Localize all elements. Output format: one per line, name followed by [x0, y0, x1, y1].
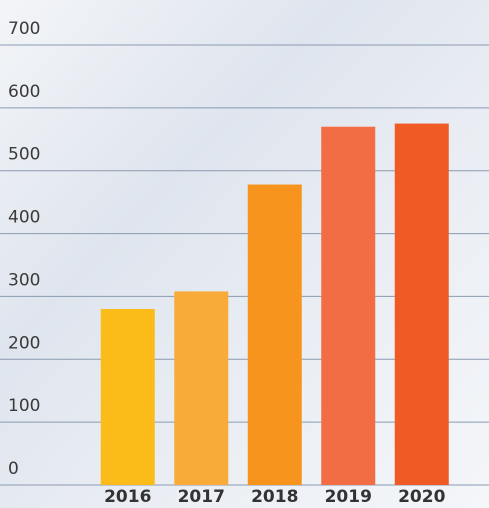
bar	[100, 309, 155, 485]
y-tick-label: 500	[8, 145, 40, 165]
bar	[394, 123, 449, 486]
y-tick-label: 600	[8, 82, 40, 102]
y-tick-label: 700	[8, 19, 40, 39]
y-tick-label: 100	[8, 396, 40, 416]
bar	[247, 184, 302, 486]
x-tick-label: 2019	[325, 487, 372, 507]
x-tick-label: 2018	[251, 487, 298, 507]
x-tick-label: 2020	[398, 487, 445, 507]
x-tick-label: 2017	[178, 487, 225, 507]
bar	[321, 126, 376, 485]
y-tick-label: 300	[8, 270, 40, 290]
x-tick-label: 2016	[104, 487, 151, 507]
y-tick-label: 0	[8, 459, 19, 479]
y-tick-label: 200	[8, 333, 40, 353]
y-tick-label: 400	[8, 208, 40, 228]
bar	[174, 291, 229, 485]
